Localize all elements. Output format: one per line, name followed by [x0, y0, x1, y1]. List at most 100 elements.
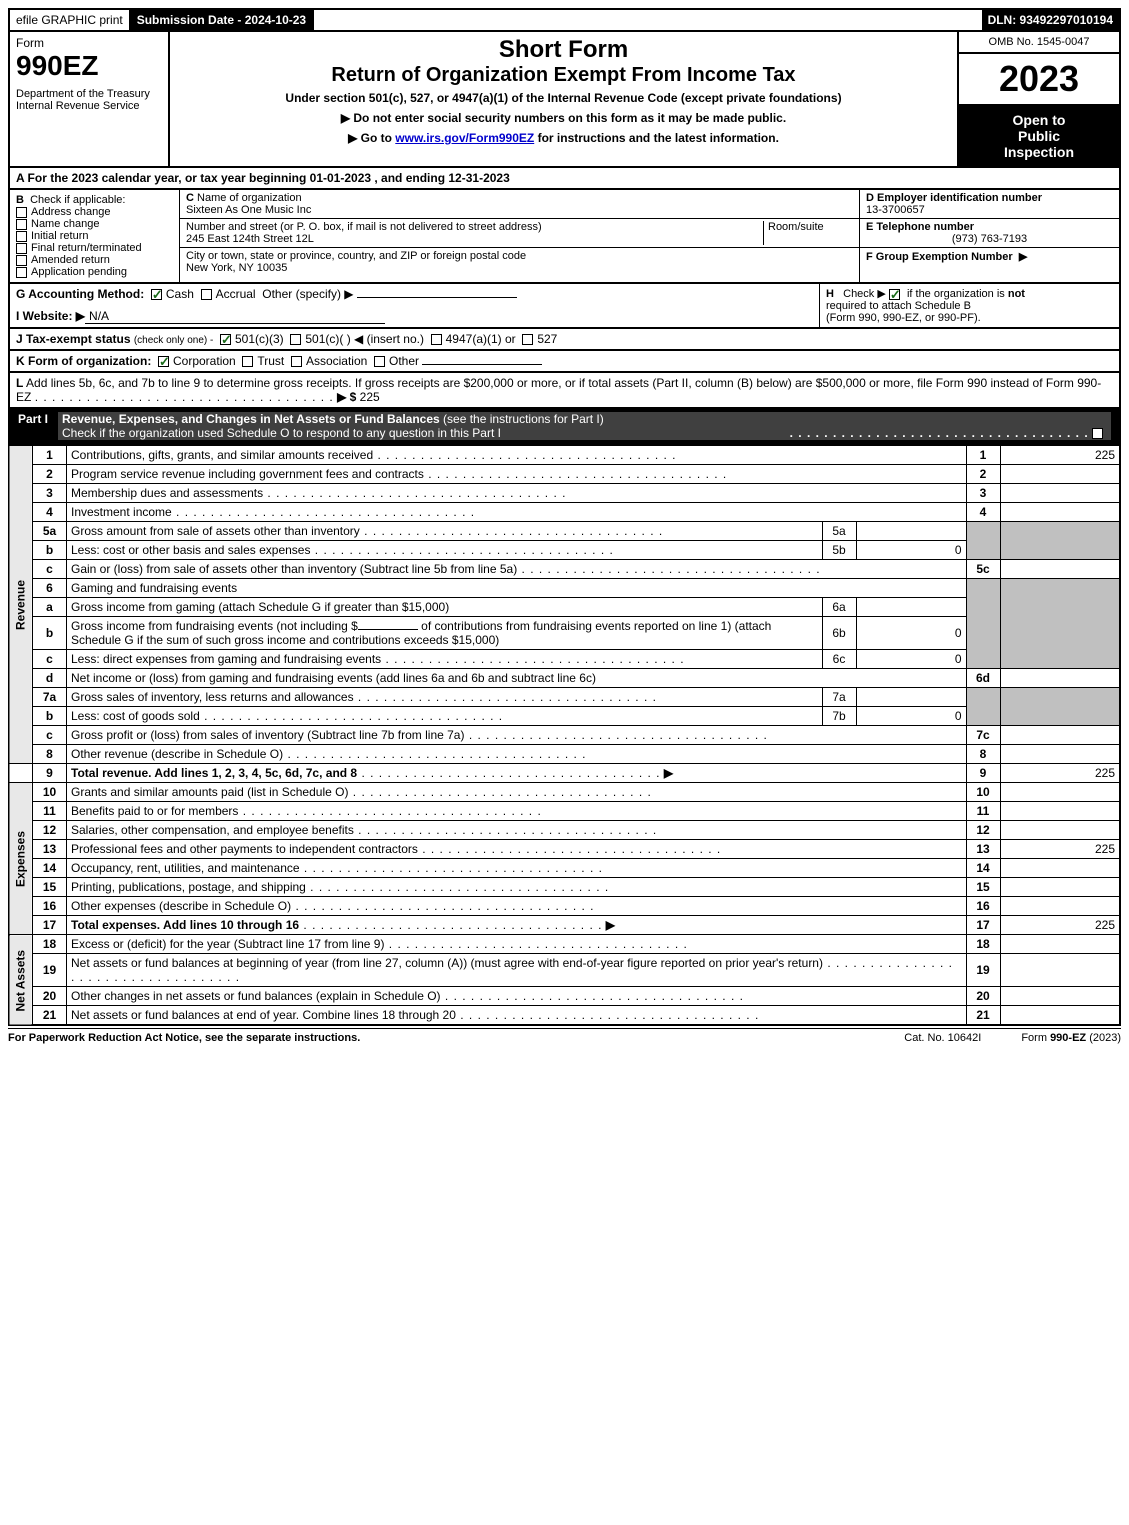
- dots-icon: [283, 747, 586, 761]
- line11-num: 11: [33, 802, 67, 821]
- line4-right-num: 4: [966, 503, 1000, 522]
- form-number: 990EZ: [16, 50, 162, 82]
- notice2-post: for instructions and the latest informat…: [534, 131, 779, 145]
- website-value: N/A: [85, 309, 385, 324]
- checkbox-accrual[interactable]: [201, 289, 212, 300]
- grey-cell: [1000, 522, 1120, 560]
- trust-label: Trust: [257, 354, 284, 368]
- line10-right-num: 10: [966, 783, 1000, 802]
- line6d-num: d: [33, 669, 67, 688]
- dots-icon: [464, 728, 767, 742]
- line3-num: 3: [33, 484, 67, 503]
- line13-right-num: 13: [966, 840, 1000, 859]
- line3-value: [1000, 484, 1120, 503]
- header-left: Form 990EZ Department of the Treasury In…: [10, 32, 170, 166]
- line3-right-num: 3: [966, 484, 1000, 503]
- line2-right-num: 2: [966, 465, 1000, 484]
- checkbox-501c[interactable]: [290, 334, 301, 345]
- line13-value: 225: [1000, 840, 1120, 859]
- line13-num: 13: [33, 840, 67, 859]
- assoc-label: Association: [306, 354, 367, 368]
- irs-link[interactable]: www.irs.gov/Form990EZ: [395, 131, 534, 145]
- checkbox-association[interactable]: [291, 356, 302, 367]
- line18-text: Excess or (deficit) for the year (Subtra…: [71, 937, 384, 951]
- checkbox-name-change[interactable]: [16, 219, 27, 230]
- checkbox-final-return[interactable]: [16, 243, 27, 254]
- expenses-vertical-label: Expenses: [9, 783, 33, 935]
- line21-num: 21: [33, 1006, 67, 1026]
- check-if-label: Check if applicable:: [30, 194, 125, 206]
- checkbox-amended-return[interactable]: [16, 255, 27, 266]
- group-exemption-label: F Group Exemption Number: [866, 251, 1013, 263]
- h-label: H: [826, 288, 834, 300]
- line18-num: 18: [33, 935, 67, 954]
- checkbox-cash[interactable]: [151, 289, 162, 300]
- line7c-value: [1000, 726, 1120, 745]
- street-address: 245 East 124th Street 12L: [186, 233, 314, 245]
- return-title: Return of Organization Exempt From Incom…: [180, 64, 947, 87]
- line15-num: 15: [33, 878, 67, 897]
- line5a-inset-val: [856, 522, 966, 541]
- l-value: 225: [360, 390, 380, 404]
- page-footer: For Paperwork Reduction Act Notice, see …: [8, 1028, 1121, 1044]
- line6c-num: c: [33, 650, 67, 669]
- line16-right-num: 16: [966, 897, 1000, 916]
- top-bar: efile GRAPHIC print Submission Date - 20…: [8, 8, 1121, 32]
- line5c-right-num: 5c: [966, 560, 1000, 579]
- corp-label: Corporation: [173, 354, 236, 368]
- short-form-title: Short Form: [180, 36, 947, 64]
- line6b-text1: Gross income from fundraising events (no…: [71, 619, 358, 633]
- line16-num: 16: [33, 897, 67, 916]
- header-subtitle: Under section 501(c), 527, or 4947(a)(1)…: [180, 91, 947, 105]
- accounting-method-row: G Accounting Method: Cash Accrual Other …: [10, 284, 819, 327]
- footer-cat-no: Cat. No. 10642I: [904, 1032, 981, 1044]
- checkbox-501c3[interactable]: [220, 334, 231, 345]
- footer-form-pre: Form: [1021, 1032, 1050, 1044]
- dots-icon: [172, 505, 475, 519]
- part1-label: Part I: [18, 412, 48, 426]
- dots-icon: [299, 918, 602, 932]
- checkbox-other-org[interactable]: [374, 356, 385, 367]
- dots-icon: [238, 804, 541, 818]
- row-a-tax-year: A For the 2023 calendar year, or tax yea…: [8, 168, 1121, 190]
- header-notice-ssn: ▶ Do not enter social security numbers o…: [180, 111, 947, 125]
- phone-label: E Telephone number: [866, 221, 974, 233]
- line6c-inset-val: 0: [856, 650, 966, 669]
- line19-text: Net assets or fund balances at beginning…: [71, 956, 823, 970]
- checkbox-trust[interactable]: [242, 356, 253, 367]
- line4-value: [1000, 503, 1120, 522]
- h-not: not: [1008, 288, 1025, 300]
- application-pending-label: Application pending: [31, 266, 127, 278]
- l-dots: [35, 390, 334, 404]
- cash-label: Cash: [166, 287, 194, 301]
- other-org-label: Other: [389, 354, 419, 368]
- section-h: H Check ▶ if the organization is not req…: [819, 284, 1119, 327]
- checkbox-4947[interactable]: [431, 334, 442, 345]
- line20-text: Other changes in net assets or fund bala…: [71, 989, 441, 1003]
- tax-year: 2023: [959, 54, 1119, 106]
- dln-cell: DLN: 93492297010194: [982, 10, 1119, 30]
- l-label: L: [16, 376, 23, 390]
- checkbox-initial-return[interactable]: [16, 231, 27, 242]
- name-of-org-label: Name of organization: [197, 192, 302, 204]
- checkbox-application-pending[interactable]: [16, 267, 27, 278]
- line5a-inset-num: 5a: [822, 522, 856, 541]
- checkbox-schedule-o[interactable]: [1092, 428, 1103, 439]
- k-label: K Form of organization:: [16, 354, 151, 368]
- checkbox-527[interactable]: [522, 334, 533, 345]
- line5b-inset-val: 0: [856, 541, 966, 560]
- efile-cell: efile GRAPHIC print: [10, 10, 131, 30]
- checkbox-corporation[interactable]: [158, 356, 169, 367]
- dots-icon: [354, 823, 657, 837]
- g-label: G Accounting Method:: [16, 287, 144, 301]
- checkbox-address-change[interactable]: [16, 207, 27, 218]
- checkbox-schedule-b[interactable]: [889, 289, 900, 300]
- h-text2: if the organization is: [907, 288, 1008, 300]
- line15-text: Printing, publications, postage, and shi…: [71, 880, 306, 894]
- ein-label: D Employer identification number: [866, 192, 1042, 204]
- line6-num: 6: [33, 579, 67, 598]
- line7b-inset-num: 7b: [822, 707, 856, 726]
- line6b-blank: [358, 629, 418, 630]
- dots-icon: [441, 989, 744, 1003]
- arrow-icon: ▶: [606, 918, 615, 932]
